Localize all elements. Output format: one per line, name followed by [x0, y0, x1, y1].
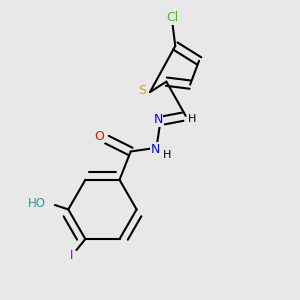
Text: S: S — [139, 84, 147, 97]
Text: HO: HO — [28, 197, 46, 210]
Text: H: H — [163, 150, 171, 160]
Text: N: N — [150, 142, 160, 156]
Text: N: N — [153, 113, 163, 126]
Text: H: H — [188, 114, 196, 124]
Text: Cl: Cl — [166, 11, 178, 24]
Text: O: O — [94, 130, 104, 142]
Text: I: I — [70, 249, 74, 262]
